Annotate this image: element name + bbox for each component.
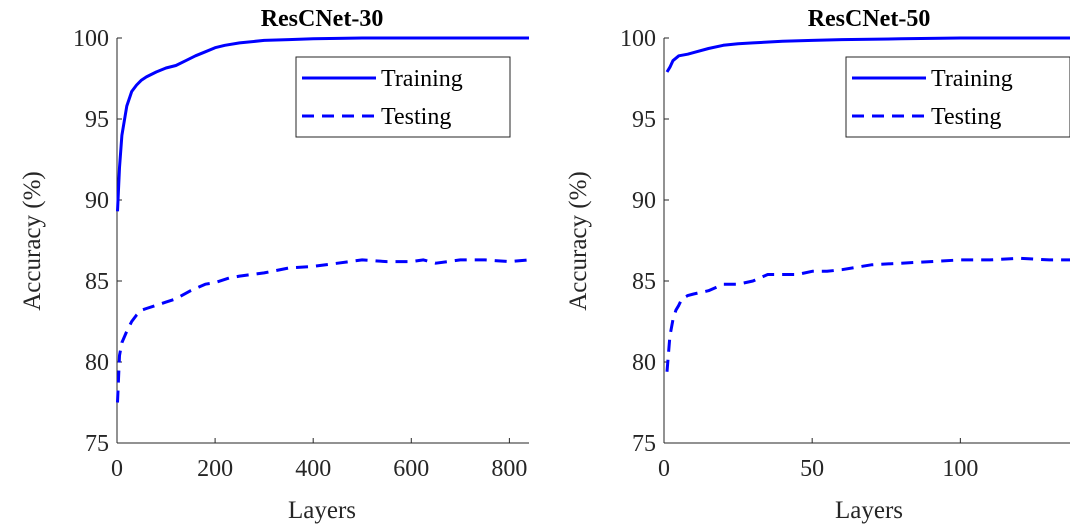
legend-label-training: Training xyxy=(931,66,1013,92)
legend: Training Testing xyxy=(845,56,1070,138)
x-tick-label: 0 xyxy=(111,456,123,482)
y-tick-label: 75 xyxy=(632,431,656,457)
series-line-training xyxy=(665,36,1070,73)
y-tick-label: 90 xyxy=(85,188,109,214)
y-tick-label: 95 xyxy=(85,107,109,133)
y-axis-label: Accuracy (%) xyxy=(565,171,592,311)
x-tick-label: 200 xyxy=(197,456,233,482)
y-tick-label: 85 xyxy=(632,269,656,295)
y-tick-label: 90 xyxy=(632,188,656,214)
x-axis-label: Layers xyxy=(288,497,356,524)
legend-label-training: Training xyxy=(381,66,463,92)
y-tick-label: 100 xyxy=(620,26,656,52)
series-line-testing xyxy=(665,256,1070,372)
series-line-testing xyxy=(116,258,530,403)
x-axis-label: Layers xyxy=(835,497,903,524)
y-tick-label: 80 xyxy=(85,350,109,376)
y-tick-label: 85 xyxy=(85,269,109,295)
subplot-rescnet-50: ResCNet-50 75 80 85 90 95 100 0 50 100 Layers Ac… xyxy=(565,6,1070,524)
x-tick-label: 800 xyxy=(491,456,527,482)
chart-title: ResCNet-30 xyxy=(261,6,384,32)
chart-title: ResCNet-50 xyxy=(808,6,931,32)
x-tick-label: 400 xyxy=(295,456,331,482)
x-tick-label: 600 xyxy=(393,456,429,482)
y-tick-label: 95 xyxy=(632,107,656,133)
legend-label-testing: Testing xyxy=(931,104,1001,130)
x-tick-label: 0 xyxy=(658,456,670,482)
plot-area: 75 80 85 90 95 100 0 50 100 xyxy=(620,26,1070,482)
y-tick-label: 75 xyxy=(85,431,109,457)
legend-label-testing: Testing xyxy=(381,104,451,130)
y-tick-label: 100 xyxy=(73,26,109,52)
x-tick-label: 50 xyxy=(800,456,824,482)
subplot-rescnet-30: ResCNet-30 75 80 85 90 95 100 0 200 400 600 800 La… xyxy=(19,6,530,524)
series-line-training xyxy=(116,36,529,212)
plot-area: 75 80 85 90 95 100 0 200 400 600 800 xyxy=(73,26,530,482)
y-tick-label: 80 xyxy=(632,350,656,376)
legend: Training Testing xyxy=(295,56,511,138)
x-tick-label: 100 xyxy=(942,456,978,482)
legend-box xyxy=(295,56,511,138)
legend-box xyxy=(845,56,1070,138)
y-axis-label: Accuracy (%) xyxy=(19,171,46,311)
